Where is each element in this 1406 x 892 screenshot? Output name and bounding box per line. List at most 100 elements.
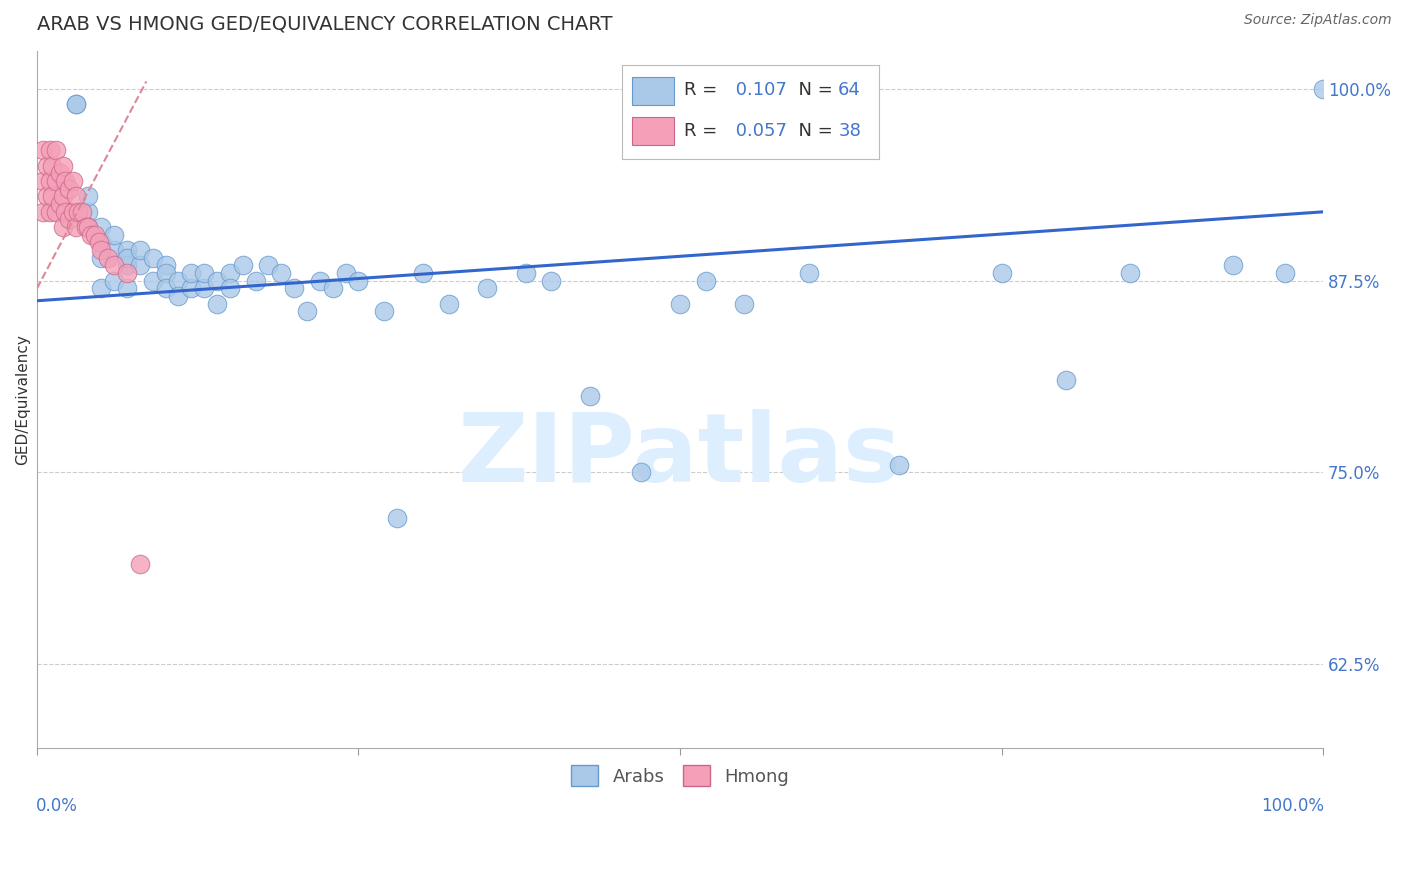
Point — [257, 259, 280, 273]
Point — [90, 220, 112, 235]
Text: 0.0%: 0.0% — [35, 797, 77, 815]
Point — [335, 266, 357, 280]
Point — [193, 266, 215, 280]
Point — [90, 281, 112, 295]
Point — [62, 204, 84, 219]
Point — [695, 274, 717, 288]
Point — [49, 167, 72, 181]
Point — [115, 243, 138, 257]
Point — [115, 266, 138, 280]
Point — [62, 174, 84, 188]
Point — [155, 266, 177, 280]
Point — [193, 281, 215, 295]
Text: ZIPatlas: ZIPatlas — [458, 409, 903, 502]
Point — [245, 274, 267, 288]
Point — [103, 259, 125, 273]
Point — [270, 266, 292, 280]
Point — [45, 174, 67, 188]
Point — [373, 304, 395, 318]
Point — [32, 204, 55, 219]
Point — [52, 174, 75, 188]
Point — [67, 204, 90, 219]
Point — [128, 558, 150, 572]
Point — [1312, 82, 1334, 96]
Text: ARAB VS HMONG GED/EQUIVALENCY CORRELATION CHART: ARAB VS HMONG GED/EQUIVALENCY CORRELATIO… — [37, 15, 613, 34]
Point — [385, 511, 408, 525]
Point — [167, 289, 190, 303]
Point — [65, 97, 87, 112]
Point — [205, 274, 228, 288]
Point — [115, 259, 138, 273]
Point — [58, 212, 80, 227]
Point — [77, 220, 100, 235]
Point — [437, 297, 460, 311]
Point — [103, 243, 125, 257]
Point — [155, 281, 177, 295]
Point — [579, 389, 602, 403]
Point — [87, 235, 110, 250]
Point — [412, 266, 434, 280]
Point — [41, 189, 63, 203]
Point — [1119, 266, 1142, 280]
Point — [53, 204, 76, 219]
Text: 100.0%: 100.0% — [1261, 797, 1324, 815]
Point — [103, 274, 125, 288]
Point — [142, 251, 165, 265]
Point — [180, 281, 202, 295]
Point — [295, 304, 318, 318]
Point — [90, 251, 112, 265]
Point — [75, 220, 97, 235]
Point — [90, 243, 112, 257]
Point — [887, 458, 910, 472]
Point — [58, 182, 80, 196]
Point — [45, 204, 67, 219]
Point — [37, 189, 59, 203]
Point — [128, 259, 150, 273]
Point — [37, 159, 59, 173]
Point — [1054, 374, 1077, 388]
Point — [630, 466, 652, 480]
Point — [38, 204, 60, 219]
Point — [115, 251, 138, 265]
Point — [669, 297, 692, 311]
Point — [38, 174, 60, 188]
Point — [475, 281, 498, 295]
Point — [49, 197, 72, 211]
Point — [515, 266, 537, 280]
Point — [1274, 266, 1296, 280]
Point — [65, 189, 87, 203]
Point — [142, 274, 165, 288]
Point — [128, 243, 150, 257]
Point — [347, 274, 370, 288]
Point — [205, 297, 228, 311]
Point — [103, 227, 125, 242]
Point — [115, 281, 138, 295]
Point — [309, 274, 332, 288]
Point — [32, 144, 55, 158]
Point — [167, 274, 190, 288]
Point — [65, 220, 87, 235]
Point — [77, 220, 100, 235]
Point — [45, 144, 67, 158]
Point — [32, 174, 55, 188]
Text: Source: ZipAtlas.com: Source: ZipAtlas.com — [1244, 13, 1392, 28]
Point — [70, 204, 93, 219]
Point — [90, 235, 112, 250]
Point — [53, 174, 76, 188]
Point — [80, 227, 103, 242]
Point — [38, 144, 60, 158]
Point — [180, 266, 202, 280]
Point — [77, 204, 100, 219]
Point — [83, 227, 105, 242]
Point — [1222, 259, 1244, 273]
Legend: Arabs, Hmong: Arabs, Hmong — [562, 756, 799, 796]
Point — [540, 274, 562, 288]
Point — [52, 189, 75, 203]
Y-axis label: GED/Equivalency: GED/Equivalency — [15, 334, 30, 465]
Point — [283, 281, 305, 295]
Point — [52, 159, 75, 173]
Point — [733, 297, 755, 311]
Point — [797, 266, 820, 280]
Point — [41, 159, 63, 173]
Point — [52, 220, 75, 235]
